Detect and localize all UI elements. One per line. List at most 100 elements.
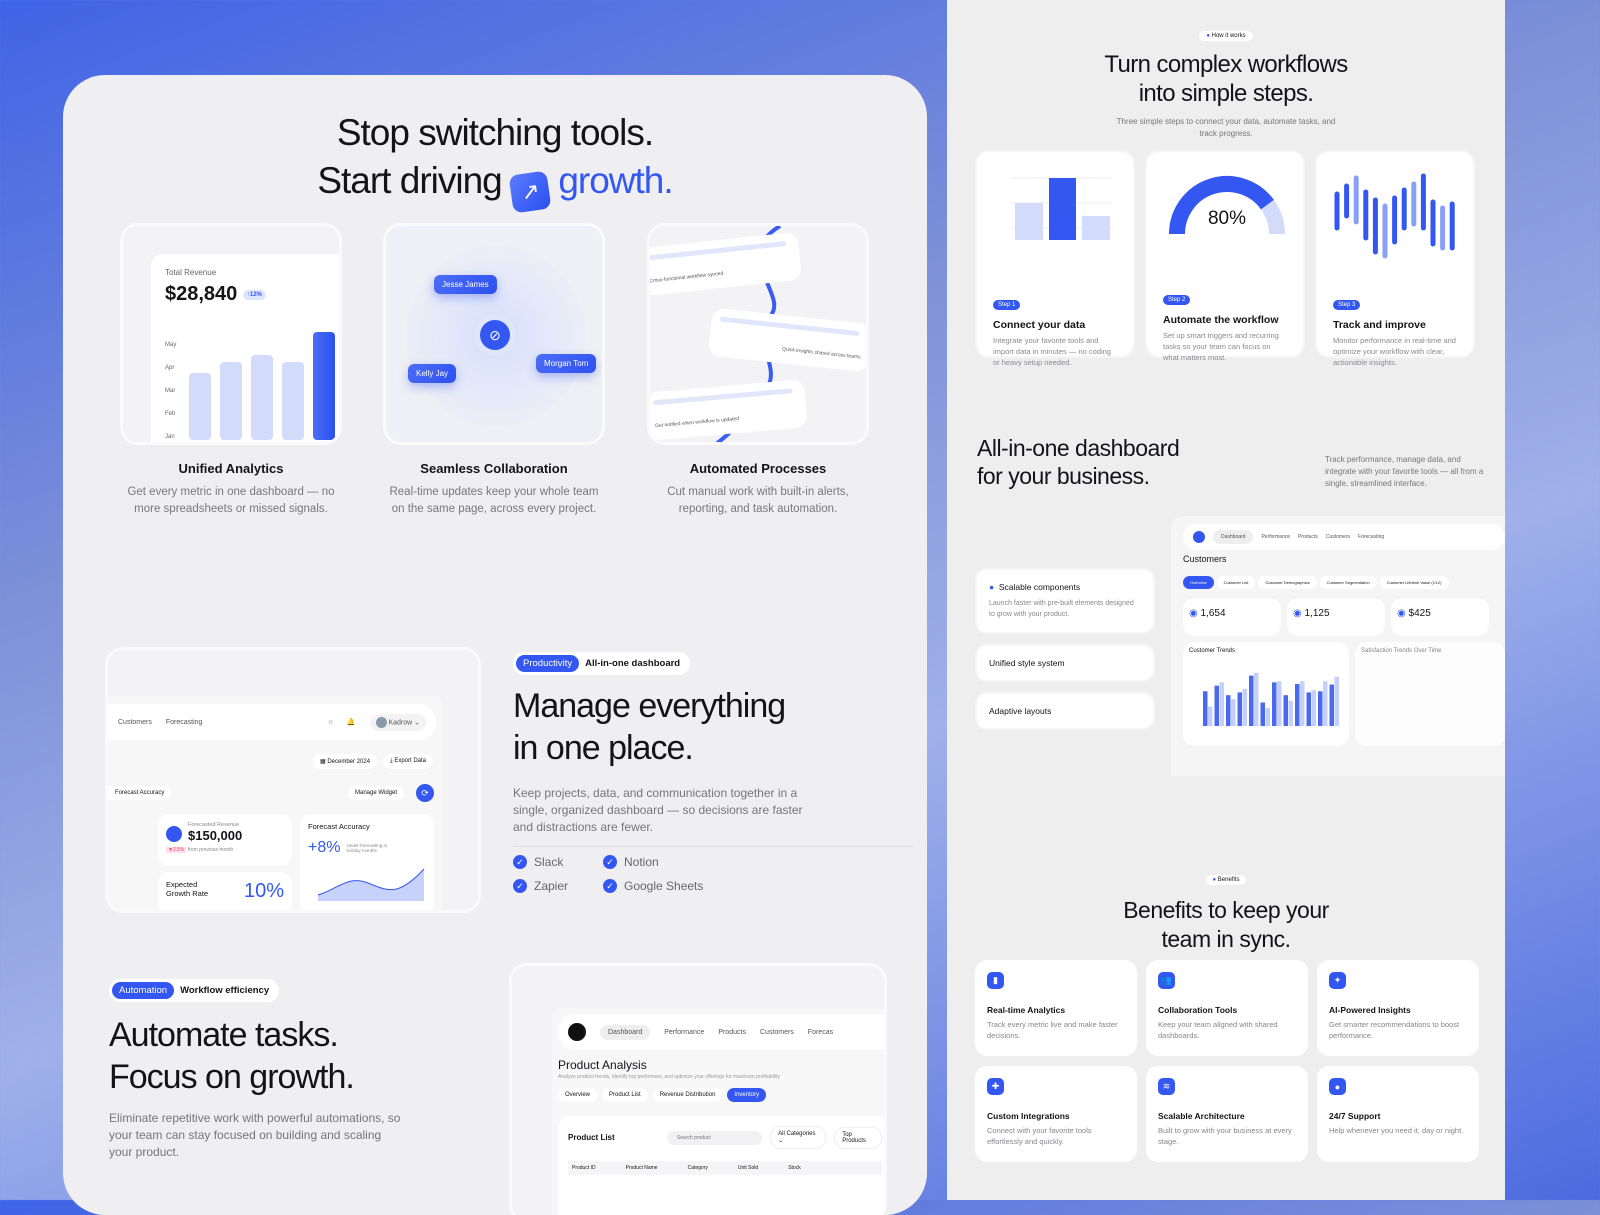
nav-forecasting[interactable]: Forecasting [1358,534,1385,540]
sort-button[interactable]: Top Products [834,1126,882,1149]
integration-google-sheets: ✓ Google Sheets [603,879,723,893]
nav-performance[interactable]: Performance [664,1028,705,1036]
feature-desc: Cut manual work with built-in alerts, re… [667,486,849,515]
puzzle-icon: ✚ [987,1078,1004,1095]
steps: Step 1 Connect your data Integrate your … [975,150,1475,367]
change-note: from previous month [187,847,234,853]
step-badge: Step 1 [993,300,1021,310]
benefit-desc: Help whenever you need it, day or night. [1329,1126,1464,1135]
trend-bar [1329,684,1334,726]
revenue-bar [282,362,304,440]
nav-forecasting[interactable]: Forecasting [165,718,203,726]
tab-inventory[interactable]: Inventory [727,1088,767,1102]
card-title: Forecast Accuracy [308,822,370,831]
feature-seamless-collaboration: Seamless Collaboration Real-time updates… [383,461,605,518]
integration-notion: ✓ Notion [603,855,723,869]
date-picker[interactable]: ▦ December 2024 [313,754,378,769]
gauge-value: 80% [1207,208,1247,229]
automate-section: Automation Workflow efficiency Automate t… [109,979,409,1161]
benefit-card: ▮ Real-time Analytics Track every metric l… [975,960,1137,1056]
search-icon[interactable]: ○ [328,718,333,726]
column-header: Product Name [625,1165,658,1171]
trend-bar [1242,689,1247,726]
logo-icon [568,1023,586,1041]
nav-dashboard[interactable]: Dashboard [600,1024,651,1040]
chart-title: Satisfaction Trends Over Time [1361,648,1442,654]
growth-label: Expected Growth Rate [166,880,209,898]
nav-customers[interactable]: Customers [118,718,152,726]
export-label: Export Data [394,758,427,764]
feature-adaptive-layouts[interactable]: Adaptive layouts [975,692,1155,730]
allinone-features: ● Scalable components Launch faster with … [975,568,1155,730]
chat-icon: ● [1329,1078,1346,1095]
tab[interactable]: Customer Demographics [1258,576,1317,589]
step-card: 80% Step 2 Automate the workflow Set up … [1145,150,1305,362]
trend-bar [1249,675,1254,726]
column-header: Stock [788,1165,801,1171]
nav-products[interactable]: Products [718,1028,746,1036]
feature-scalable-components[interactable]: ● Scalable components Launch faster with … [975,568,1155,634]
trend-bar [1237,692,1242,726]
export-button[interactable]: ⤓ Export Data [383,754,434,769]
feature-unified-style[interactable]: Unified style system [975,644,1155,682]
feature-title: Unified style system [989,658,1065,668]
nav-dashboard[interactable]: Dashboard [1213,530,1254,544]
avatar [375,716,387,728]
tab[interactable]: Customer List [1216,576,1256,589]
trend-bar [1265,708,1270,726]
nav-customers[interactable]: Customers [1325,534,1351,540]
trend-bar [1260,702,1265,726]
list-title: Product List [568,1133,615,1142]
pill-text: Workflow efficiency [180,985,270,996]
manage-widget-button[interactable]: Manage Widget [348,786,405,800]
hero-line2: Start driving [317,160,502,202]
layers-icon: ≋ [1158,1078,1175,1095]
users-icon: 👥 [1158,972,1175,989]
benefit-title: Real-time Analytics [987,1005,1066,1015]
benefit-title: AI-Powered Insights [1329,1005,1411,1015]
automate-title: Automate tasks. Focus on growth. [109,1014,409,1098]
nav-forecasting[interactable]: Forecas [807,1028,834,1036]
trend-bar [1334,676,1339,726]
stat-label: Forecasted Revenue [188,822,240,828]
stat-card: ◉ 1,654 [1183,598,1281,636]
tab-revenue-distribution[interactable]: Revenue Distribution [652,1088,723,1102]
revenue-card: Total Revenue $28,840 ↑12% May Apr Mar Feb J… [151,254,339,442]
category-filter[interactable]: All Categories ⌄ [770,1126,827,1149]
tab-product-list[interactable]: Product List [602,1088,648,1102]
month-label: May [165,342,177,348]
bell-icon[interactable]: 🔔 [346,719,356,726]
hero-line1: Stop switching tools. [336,112,654,153]
product-list-card: Product List All Categories ⌄ Top Produc… [558,1116,884,1215]
column-header: Category [687,1165,708,1171]
trending-up-icon: ↗ [508,170,552,214]
search-input[interactable] [666,1130,763,1145]
revenue-bar [313,332,335,440]
nav-customers[interactable]: Customers [759,1028,794,1036]
trend-bar [1208,706,1213,726]
tab-overview[interactable]: Overview [558,1088,598,1102]
revenue-bar [251,354,273,440]
tab-forecast-accuracy[interactable]: Forecast Accuracy [108,786,172,800]
user-menu[interactable]: Kadrow ⌄ [369,713,426,731]
forecast-dashboard-preview: Customers Forecasting ○ 🔔 Kadrow ⌄ ▦ Dece… [105,647,481,913]
month-label: Mar [165,388,176,394]
tab[interactable]: Overview [1183,576,1214,589]
nav-performance[interactable]: Performance [1261,534,1291,540]
integration-zapier: ✓ Zapier [513,879,603,893]
automation-text: Quick insights shared across teams [781,346,861,361]
tab[interactable]: Customer Lifetime Value (CLV) [1379,576,1449,589]
badge-text: How it works [1211,33,1246,39]
trend-bar [1254,672,1259,726]
pill-text: All-in-one dashboard [585,658,681,669]
nav-products[interactable]: Products [1298,534,1318,540]
benefit-title: Collaboration Tools [1158,1005,1238,1015]
gauge-fill [1169,176,1274,235]
month-label: Jan [165,434,175,440]
tab[interactable]: Customer Segmentation [1319,576,1377,589]
product-dashboard-preview: Dashboard Performance Products Customers… [509,963,887,1215]
filter-label: All Categories [778,1131,816,1137]
trend-bar [1288,700,1293,726]
refresh-button[interactable]: ⟳ [416,784,434,802]
manage-title: Manage everything in one place. [513,685,913,769]
